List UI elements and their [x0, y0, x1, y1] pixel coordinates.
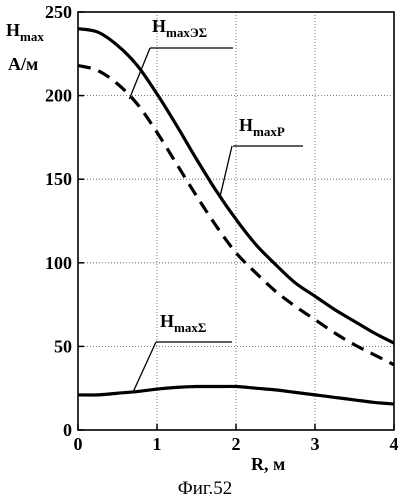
series-h-max-sigma-line	[78, 386, 394, 404]
x-tick-label-4: 4	[390, 434, 399, 454]
x-tick-label-1: 1	[153, 434, 162, 454]
series-h-max-p-leader	[220, 146, 232, 196]
y-axis-title: Hmax	[6, 20, 44, 44]
y-tick-label-100: 100	[45, 253, 72, 273]
x-axis-title: R, м	[251, 454, 285, 474]
y-tick-label-150: 150	[45, 169, 72, 189]
x-tick-label-0: 0	[74, 434, 83, 454]
series-h-max-sigma-label: HmaxΣ	[160, 311, 206, 335]
figure-caption: Фиг.52	[178, 478, 233, 499]
series-h-max-e-sigma-leader	[129, 48, 150, 99]
y-tick-label-50: 50	[54, 336, 72, 356]
x-tick-label-3: 3	[311, 434, 320, 454]
y-tick-label-200: 200	[45, 86, 72, 106]
x-tick-label-2: 2	[232, 434, 241, 454]
y-tick-label-0: 0	[63, 420, 72, 440]
series-h-max-sigma-leader	[133, 342, 156, 392]
series-h-max-p-label: HmaxP	[239, 115, 285, 139]
series-h-max-e-sigma-line	[78, 66, 394, 365]
y-tick-label-250: 250	[45, 2, 72, 22]
y-axis-unit: А/м	[8, 54, 38, 74]
series-h-max-e-sigma-label: HmaxЭΣ	[152, 16, 207, 40]
